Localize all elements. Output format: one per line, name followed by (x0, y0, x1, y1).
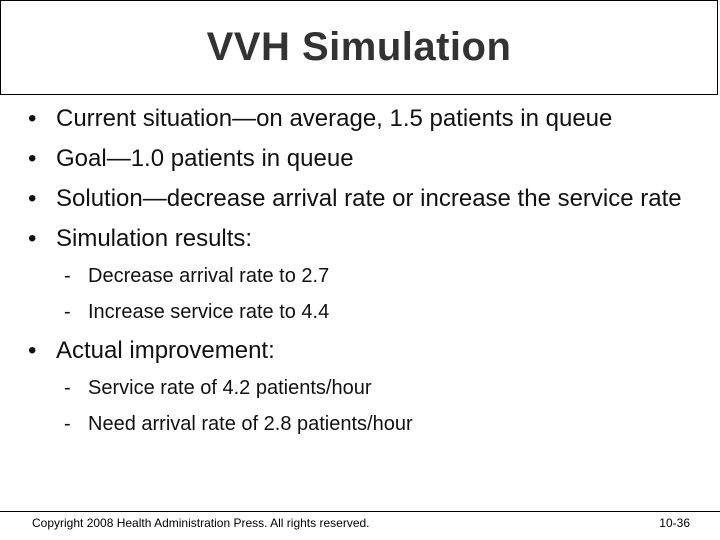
slide-content: • Current situation—on average, 1.5 pati… (28, 102, 698, 446)
sub-bullet-marker: - (64, 301, 71, 323)
bullet-marker: • (28, 337, 37, 364)
bullet-simulation-results: • Simulation results: (28, 222, 698, 255)
sub-bullet-increase-service: - Increase service rate to 4.4 (28, 298, 698, 326)
bullet-text: Simulation results: (56, 225, 253, 252)
bullet-marker: • (28, 105, 37, 132)
sub-bullet-service-rate: - Service rate of 4.2 patients/hour (28, 374, 698, 402)
sub-bullet-marker: - (64, 413, 71, 435)
bullet-text: Actual improvement: (56, 337, 275, 364)
bullet-solution: • Solution—decrease arrival rate or incr… (28, 182, 698, 215)
title-box: VVH Simulation (0, 0, 718, 95)
bullet-marker: • (28, 225, 37, 252)
sub-bullet-text: Decrease arrival rate to 2.7 (88, 265, 330, 287)
bullet-text: Current situation—on average, 1.5 patien… (56, 105, 613, 132)
bullet-text: Solution—decrease arrival rate or increa… (56, 185, 682, 212)
sub-bullet-text: Increase service rate to 4.4 (88, 301, 330, 323)
footer-page-number: 10-36 (659, 516, 690, 530)
sub-bullet-decrease-arrival: - Decrease arrival rate to 2.7 (28, 262, 698, 290)
bullet-current-situation: • Current situation—on average, 1.5 pati… (28, 102, 698, 135)
sub-bullet-marker: - (64, 377, 71, 399)
footer-copyright: Copyright 2008 Health Administration Pre… (32, 516, 370, 530)
slide-title: VVH Simulation (206, 25, 512, 69)
sub-bullet-text: Need arrival rate of 2.8 patients/hour (88, 413, 413, 435)
bullet-marker: • (28, 185, 37, 212)
bullet-text: Goal—1.0 patients in queue (56, 145, 354, 172)
sub-bullet-arrival-rate: - Need arrival rate of 2.8 patients/hour (28, 410, 698, 438)
sub-bullet-text: Service rate of 4.2 patients/hour (88, 377, 372, 399)
bullet-marker: • (28, 145, 37, 172)
footer-divider (0, 511, 720, 512)
bullet-actual-improvement: • Actual improvement: (28, 334, 698, 367)
sub-bullet-marker: - (64, 265, 71, 287)
bullet-goal: • Goal—1.0 patients in queue (28, 142, 698, 175)
